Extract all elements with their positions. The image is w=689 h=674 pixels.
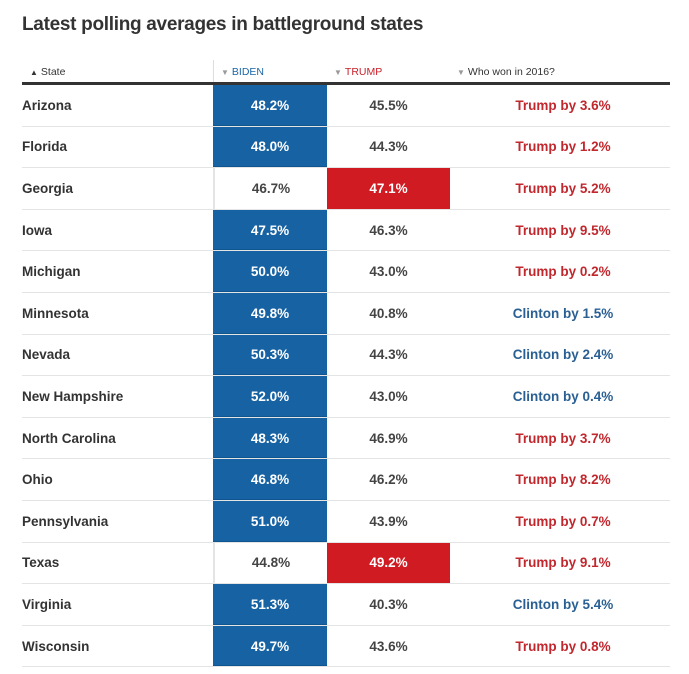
state-cell: Pennsylvania <box>22 513 109 529</box>
table-row: Minnesota 49.8% 40.8% Clinton by 1.5% <box>22 292 670 335</box>
biden-cell: 46.7% <box>213 168 327 209</box>
won-2016-cell: Clinton by 0.4% <box>512 388 614 404</box>
state-cell: Ohio <box>22 472 53 488</box>
state-cell: New Hampshire <box>22 388 124 404</box>
won-2016-cell: Trump by 1.2% <box>515 139 611 155</box>
state-cell: Iowa <box>22 222 53 238</box>
table-row: Florida 48.0% 44.3% Trump by 1.2% <box>22 126 670 169</box>
table-row: Iowa 47.5% 46.3% Trump by 9.5% <box>22 209 670 252</box>
trump-cell: 43.6% <box>369 638 408 654</box>
biden-cell: 49.8% <box>213 292 327 334</box>
won-2016-cell: Clinton by 2.4% <box>512 347 614 363</box>
won-2016-cell: Trump by 9.5% <box>515 222 611 238</box>
triangle-up-icon: ▲ <box>30 68 38 77</box>
won-2016-cell: Clinton by 1.5% <box>512 305 614 321</box>
biden-cell: 49.7% <box>213 625 327 667</box>
table-row: Pennsylvania 51.0% 43.9% Trump by 0.7% <box>22 500 670 543</box>
biden-cell: 51.0% <box>213 500 327 542</box>
state-cell: Virginia <box>22 596 72 612</box>
biden-cell: 48.3% <box>213 417 327 459</box>
biden-cell: 52.0% <box>213 376 327 417</box>
biden-cell: 44.8% <box>213 542 327 584</box>
state-cell: Florida <box>22 139 68 155</box>
state-cell: Texas <box>22 555 60 571</box>
state-cell: Wisconsin <box>22 638 90 654</box>
state-cell: Michigan <box>22 264 81 280</box>
triangle-down-icon: ▼ <box>457 68 465 77</box>
won-2016-cell: Trump by 0.8% <box>515 638 611 654</box>
page-title: Latest polling averages in battleground … <box>22 14 424 35</box>
biden-cell: 46.8% <box>213 459 327 500</box>
table-body: Arizona 48.2% 45.5% Trump by 3.6% Florida 48.… <box>22 85 670 668</box>
trump-cell: 45.5% <box>369 97 408 113</box>
sort-state-header[interactable]: ▲ State <box>30 66 65 78</box>
table-row: Texas 44.8% 49.2% Trump by 9.1% <box>22 542 670 585</box>
trump-cell: 43.9% <box>369 513 408 529</box>
trump-cell: 40.3% <box>369 596 408 612</box>
trump-cell: 40.8% <box>369 305 408 321</box>
biden-cell: 50.3% <box>213 334 327 376</box>
table-row: Arizona 48.2% 45.5% Trump by 3.6% <box>22 85 670 127</box>
biden-cell: 48.2% <box>213 85 327 126</box>
table-row: Nevada 50.3% 44.3% Clinton by 2.4% <box>22 334 670 377</box>
state-cell: Georgia <box>22 180 74 196</box>
trump-cell: 46.3% <box>369 222 408 238</box>
table-row: Wisconsin 49.7% 43.6% Trump by 0.8% <box>22 625 670 668</box>
trump-cell: 44.3% <box>369 139 408 155</box>
sort-2016-header[interactable]: ▼ Who won in 2016? <box>457 66 555 78</box>
won-2016-cell: Trump by 8.2% <box>515 472 611 488</box>
header-label: BIDEN <box>231 66 265 78</box>
state-cell: Nevada <box>22 347 71 363</box>
biden-cell: 51.3% <box>213 584 327 625</box>
table-row: North Carolina 48.3% 46.9% Trump by 3.7% <box>22 417 670 460</box>
won-2016-cell: Trump by 9.1% <box>515 555 611 571</box>
table-row: Ohio 46.8% 46.2% Trump by 8.2% <box>22 459 670 501</box>
header-label: Who won in 2016? <box>467 66 555 78</box>
trump-cell: 49.2% <box>327 542 450 584</box>
trump-cell: 46.2% <box>369 472 408 488</box>
table-header: ▲ State ▼ BIDEN ▼ TRUMP ▼ Who won in 2016? <box>22 60 670 85</box>
trump-cell: 43.0% <box>369 388 408 404</box>
biden-cell: 48.0% <box>213 126 327 168</box>
sort-biden-header[interactable]: ▼ BIDEN <box>221 66 264 78</box>
trump-cell: 44.3% <box>369 347 408 363</box>
triangle-down-icon: ▼ <box>334 68 342 77</box>
triangle-down-icon: ▼ <box>221 68 229 77</box>
won-2016-cell: Trump by 0.2% <box>515 264 611 280</box>
state-cell: Arizona <box>22 97 72 113</box>
trump-cell: 46.9% <box>369 430 408 446</box>
table-row: Georgia 46.7% 47.1% Trump by 5.2% <box>22 168 670 210</box>
biden-cell: 50.0% <box>213 251 327 292</box>
state-cell: North Carolina <box>22 430 116 446</box>
state-cell: Minnesota <box>22 305 89 321</box>
header-label: State <box>40 66 66 78</box>
table-row: New Hampshire 52.0% 43.0% Clinton by 0.4% <box>22 376 670 418</box>
divider <box>213 60 214 82</box>
biden-cell: 47.5% <box>213 209 327 251</box>
trump-cell: 47.1% <box>327 168 450 209</box>
won-2016-cell: Trump by 3.6% <box>515 97 611 113</box>
table-row: Michigan 50.0% 43.0% Trump by 0.2% <box>22 251 670 293</box>
won-2016-cell: Clinton by 5.4% <box>512 596 614 612</box>
header-label: TRUMP <box>344 66 383 78</box>
polling-table: ▲ State ▼ BIDEN ▼ TRUMP ▼ Who won in 2016? A… <box>22 60 670 668</box>
table-row: Virginia 51.3% 40.3% Clinton by 5.4% <box>22 584 670 626</box>
won-2016-cell: Trump by 5.2% <box>515 180 611 196</box>
sort-trump-header[interactable]: ▼ TRUMP <box>334 66 382 78</box>
won-2016-cell: Trump by 3.7% <box>515 430 611 446</box>
trump-cell: 43.0% <box>369 264 408 280</box>
won-2016-cell: Trump by 0.7% <box>515 513 611 529</box>
